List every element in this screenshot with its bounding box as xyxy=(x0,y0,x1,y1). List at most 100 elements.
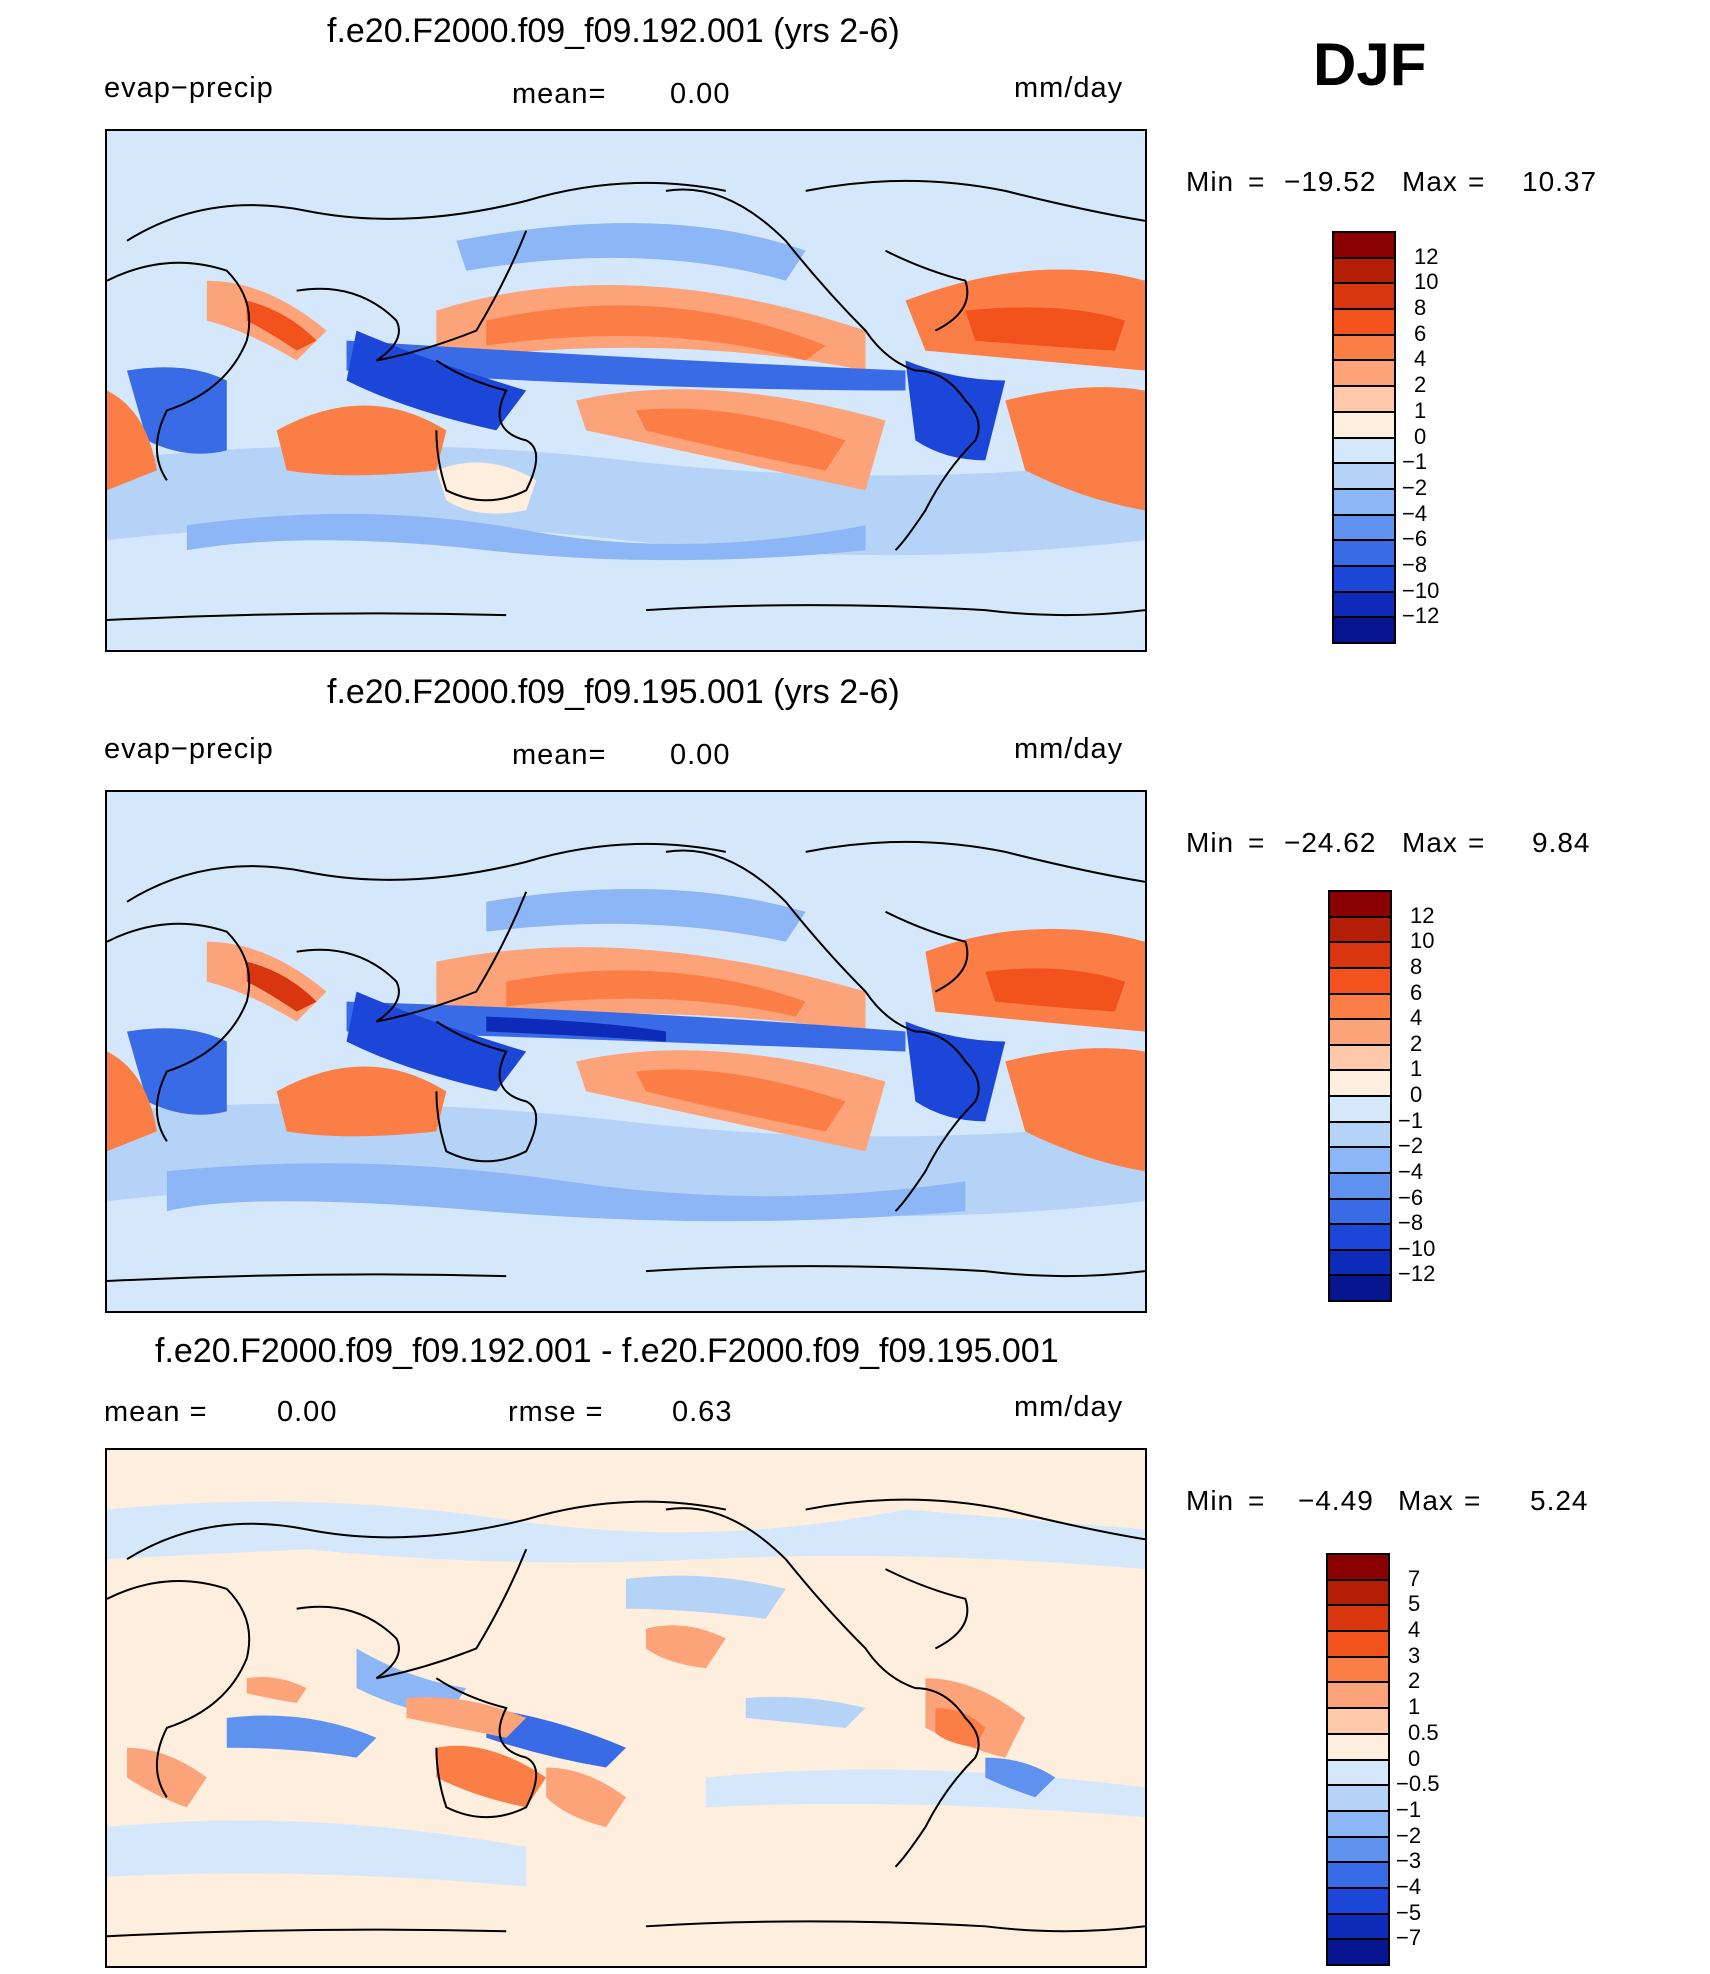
colorbar-tick-label: −4 xyxy=(1398,1158,1424,1184)
colorbar-swatch xyxy=(1326,1886,1390,1915)
colorbar-tick-label: 1 xyxy=(1410,1056,1423,1082)
colorbar-swatch xyxy=(1328,992,1392,1021)
colorbar-tick-label: 4 xyxy=(1408,1617,1421,1643)
colorbar-tick-label: 0 xyxy=(1414,423,1427,449)
panel-1-variable-label: evap−precip xyxy=(104,72,274,104)
colorbar-tick-label: −2 xyxy=(1396,1822,1422,1848)
panel-2-map-svg xyxy=(107,792,1145,1311)
colorbar-swatch xyxy=(1332,308,1396,336)
colorbar-swatch xyxy=(1326,1655,1390,1684)
panel-2-map xyxy=(105,790,1147,1313)
colorbar-swatch xyxy=(1332,616,1396,644)
colorbar-tick-label: −6 xyxy=(1402,526,1428,552)
panel-3-rmse-value: 0.63 xyxy=(672,1396,733,1428)
colorbar-tick-label: 12 xyxy=(1410,902,1435,928)
panel-2-title: f.e20.F2000.f09_f09.195.001 (yrs 2-6) xyxy=(327,673,900,711)
colorbar-tick-label: 1 xyxy=(1414,397,1427,423)
colorbar-tick-label: −7 xyxy=(1396,1925,1422,1951)
colorbar-swatch xyxy=(1328,1069,1392,1097)
panel-1-colorbar: 12 10 8 6 4 2 1 0 −1 −2 −4 −6 −8 −10 −12 xyxy=(1332,231,1439,644)
panel-2-min-eq: = xyxy=(1248,827,1266,858)
colorbar-tick-label: −4 xyxy=(1396,1873,1422,1899)
colorbar-tick-label: −1 xyxy=(1398,1107,1424,1133)
colorbar-tick-label: −1 xyxy=(1402,449,1428,475)
colorbar-tick-label: −1 xyxy=(1396,1796,1422,1822)
panel-1-mean-label: mean= xyxy=(512,78,607,110)
colorbar-swatch xyxy=(1332,436,1396,465)
colorbar-swatch xyxy=(1332,487,1396,516)
colorbar-swatch xyxy=(1326,1861,1390,1889)
colorbar-swatch xyxy=(1326,1707,1390,1735)
colorbar-tick-label: −0.5 xyxy=(1396,1771,1440,1797)
colorbar-swatch xyxy=(1328,1146,1392,1174)
colorbar-tick-label: −10 xyxy=(1402,577,1440,603)
colorbar-swatch xyxy=(1326,1681,1390,1710)
colorbar-tick-label: −3 xyxy=(1396,1848,1422,1874)
colorbar-swatch xyxy=(1328,1248,1392,1277)
colorbar-swatch xyxy=(1332,590,1396,619)
panel-2-min-label: Min xyxy=(1186,827,1235,858)
panel-2-mean-value: 0.00 xyxy=(670,739,731,771)
colorbar-swatch xyxy=(1328,1223,1392,1251)
panel-1-mean-value: 0.00 xyxy=(670,78,731,110)
panel-3-mean-label: mean = xyxy=(104,1396,208,1428)
colorbar-swatch xyxy=(1326,1630,1390,1658)
colorbar-tick-label: −8 xyxy=(1402,551,1428,577)
colorbar-swatch xyxy=(1326,1784,1390,1812)
colorbar-swatch xyxy=(1328,966,1392,995)
colorbar-tick-label: −10 xyxy=(1398,1235,1436,1261)
colorbar-tick-label: 3 xyxy=(1408,1642,1421,1668)
colorbar-tick-label: 4 xyxy=(1410,1005,1423,1031)
panel-3-max-value: 5.24 xyxy=(1530,1485,1589,1516)
colorbar-tick-label: 10 xyxy=(1414,269,1439,295)
colorbar-swatch xyxy=(1328,1274,1392,1302)
colorbar-swatch xyxy=(1332,282,1396,311)
colorbar-tick-label: 0.5 xyxy=(1408,1719,1439,1745)
panel-1-max-eq: = xyxy=(1468,166,1486,197)
colorbar-tick-label: 0 xyxy=(1410,1082,1423,1107)
panel-1-min-value: −19.52 xyxy=(1284,166,1377,197)
colorbar-tick-label: 8 xyxy=(1414,295,1427,321)
colorbar-swatch xyxy=(1332,333,1396,362)
panel-2-max-value: 9.84 xyxy=(1532,827,1591,858)
panel-2-mean-label: mean= xyxy=(512,739,607,771)
colorbar-swatch xyxy=(1328,1018,1392,1046)
colorbar-swatch xyxy=(1326,1732,1390,1761)
panel-1-max-label: Max xyxy=(1402,166,1458,197)
panel-2-colorbar: 12 10 8 6 4 2 1 0 −1 −2 −4 −6 −8 −10 −12 xyxy=(1328,890,1435,1302)
colorbar-swatch xyxy=(1332,256,1396,285)
colorbar-tick-label: 4 xyxy=(1414,346,1427,372)
colorbar-tick-label: −5 xyxy=(1396,1899,1422,1925)
colorbar-swatch xyxy=(1328,890,1392,918)
colorbar-swatch xyxy=(1328,1095,1392,1123)
colorbar-tick-label: 2 xyxy=(1408,1668,1421,1694)
panel-3-max-label: Max xyxy=(1398,1485,1454,1516)
colorbar-swatch xyxy=(1326,1553,1390,1581)
colorbar-swatch xyxy=(1332,539,1396,567)
colorbar-tick-label: 6 xyxy=(1414,320,1427,346)
panel-1-units: mm/day xyxy=(1014,72,1124,104)
season-label: DJF xyxy=(1313,31,1427,98)
panel-2-units: mm/day xyxy=(1014,733,1124,765)
colorbar-swatch xyxy=(1326,1578,1390,1607)
panel-3-min-label: Min xyxy=(1186,1485,1235,1516)
colorbar-swatch xyxy=(1326,1809,1390,1838)
colorbar-swatch xyxy=(1328,941,1392,969)
colorbar-swatch xyxy=(1328,915,1392,944)
colorbar-tick-label: 5 xyxy=(1408,1591,1421,1617)
colorbar-swatch xyxy=(1328,1043,1392,1072)
colorbar-swatch xyxy=(1326,1912,1390,1941)
panel-2-max-eq: = xyxy=(1468,827,1486,858)
panel-3-units: mm/day xyxy=(1014,1391,1124,1423)
colorbar-swatch xyxy=(1326,1938,1390,1966)
colorbar-tick-label: 6 xyxy=(1410,979,1423,1005)
colorbar-swatch xyxy=(1328,1171,1392,1200)
panel-2-variable-label: evap−precip xyxy=(104,733,274,765)
colorbar-swatch xyxy=(1332,359,1396,388)
colorbar-tick-label: 12 xyxy=(1414,243,1439,269)
colorbar-swatch xyxy=(1332,564,1396,593)
colorbar-swatch xyxy=(1332,410,1396,439)
panel-3-rmse-label: rmse = xyxy=(508,1396,604,1428)
panel-2-max-label: Max xyxy=(1402,827,1458,858)
colorbar-tick-label: −6 xyxy=(1398,1184,1424,1210)
